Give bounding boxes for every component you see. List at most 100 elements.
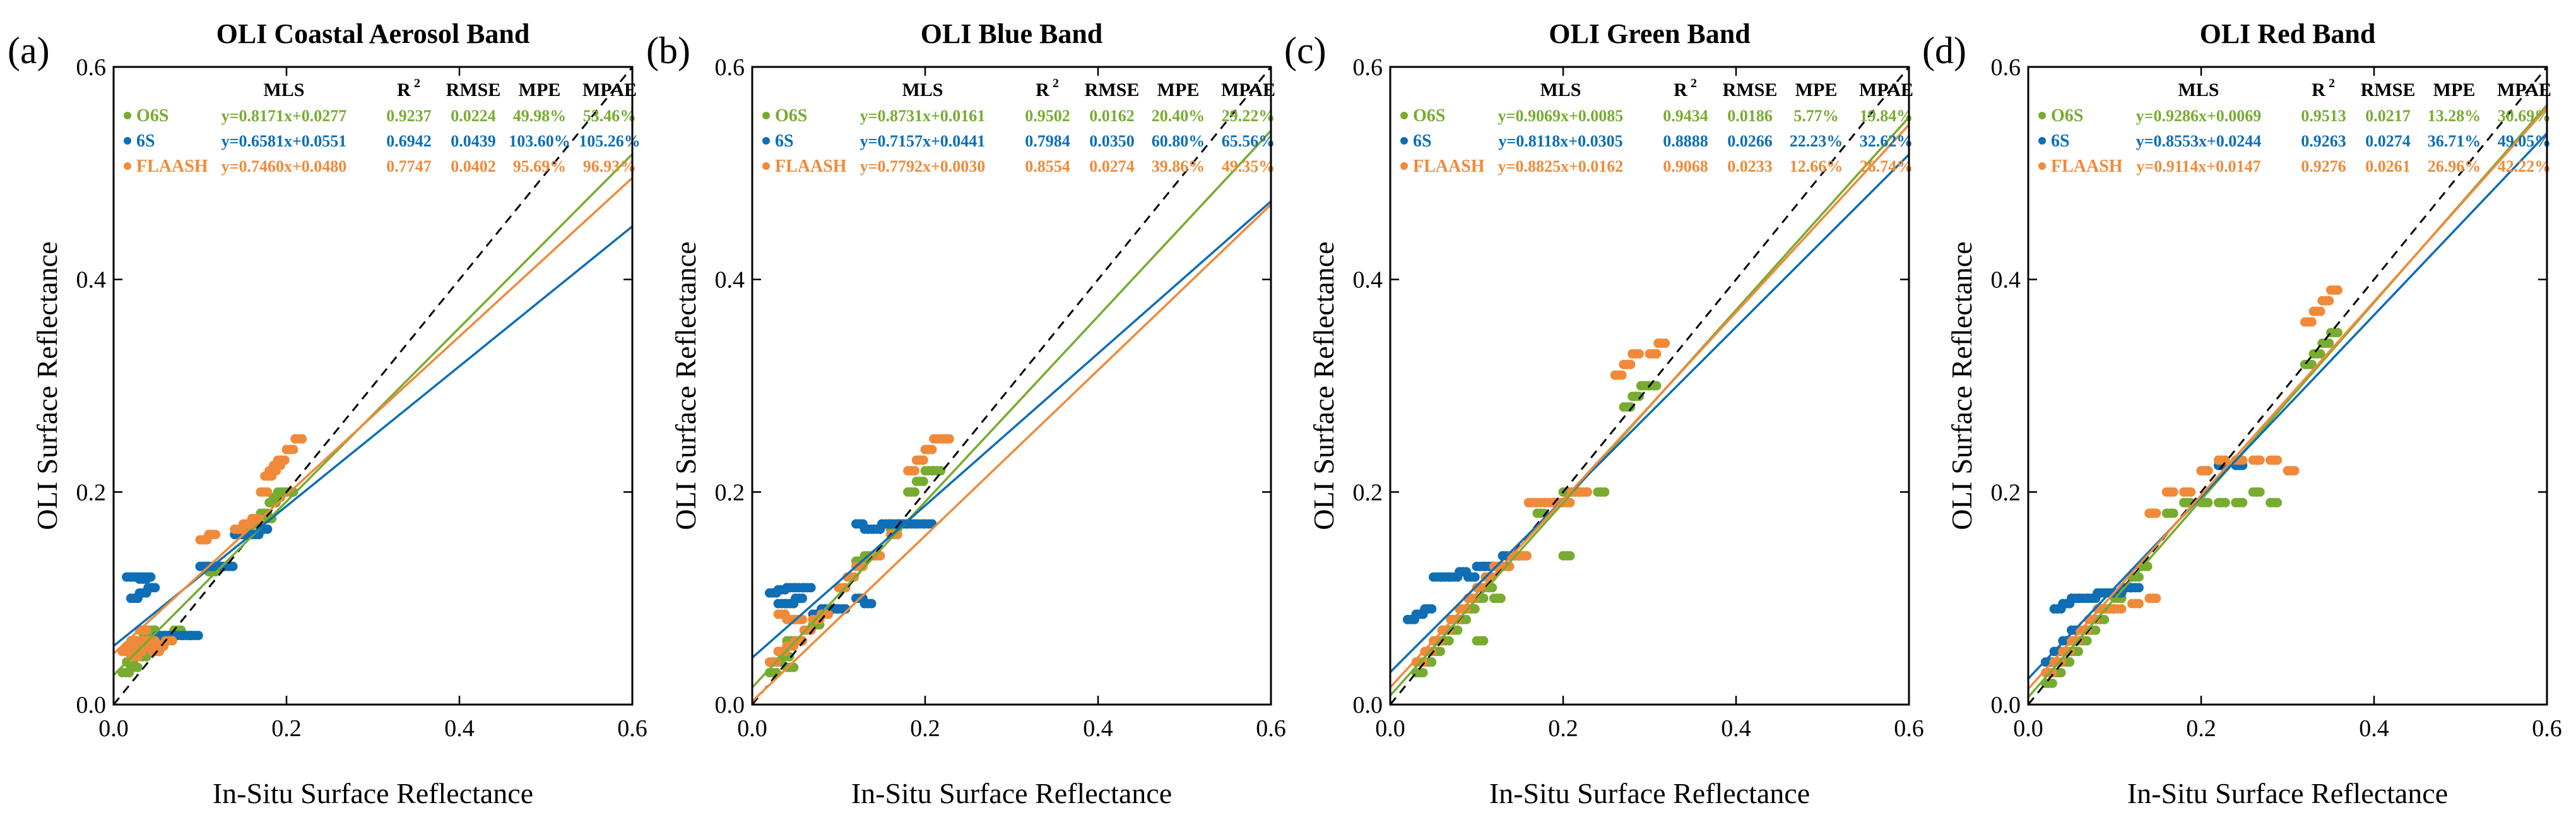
y-tick-label: 0.2 bbox=[76, 479, 107, 506]
data-point bbox=[193, 631, 203, 641]
stats-row-o6s: O6S y=0.9286x+0.0069 0.9513 0.0217 13.28% 30.… bbox=[2038, 106, 2551, 126]
lines-group bbox=[2028, 67, 2547, 705]
stat-mls: y=0.8171x+0.0277 bbox=[222, 107, 347, 125]
stat-r2: 0.8554 bbox=[1025, 157, 1070, 176]
y-tick-label: 0.6 bbox=[1991, 54, 2021, 81]
legend-marker bbox=[1400, 162, 1408, 170]
stat-r2: 0.6942 bbox=[386, 132, 432, 150]
stat-rmse: 0.0261 bbox=[2365, 157, 2411, 176]
lines-group bbox=[1390, 67, 1909, 705]
data-point bbox=[918, 455, 928, 465]
panel-label: (a) bbox=[8, 30, 50, 71]
series-flaash-points bbox=[1411, 338, 1670, 667]
x-tick-label: 0.6 bbox=[1894, 715, 1924, 742]
x-tick-label: 0.0 bbox=[1375, 715, 1405, 742]
stat-mpe: 103.60% bbox=[509, 132, 570, 150]
stats-header-mpae: MPAE bbox=[2497, 80, 2551, 100]
data-point bbox=[2056, 657, 2066, 667]
stat-mpae: 96.93% bbox=[583, 157, 637, 176]
stats-row-6s: 6S y=0.7157x+0.0441 0.7984 0.0350 60.80% 65.5… bbox=[762, 131, 1275, 151]
stat-mpae: 30.69% bbox=[2498, 107, 2551, 125]
y-axis-label: OLI Surface Reflectance bbox=[1946, 241, 1978, 530]
chart-title: OLI Green Band bbox=[1549, 18, 1750, 49]
stat-rmse: 0.0186 bbox=[1727, 107, 1773, 125]
legend-marker bbox=[1400, 112, 1408, 119]
data-point bbox=[1418, 668, 1428, 677]
data-point bbox=[1565, 497, 1575, 508]
stat-mpe: 26.96% bbox=[2428, 157, 2481, 176]
stat-r2: 0.9263 bbox=[2301, 132, 2346, 150]
data-point bbox=[1651, 381, 1662, 391]
data-point bbox=[288, 444, 298, 455]
legend-label: 6S bbox=[136, 131, 155, 151]
stat-mpe: 49.98% bbox=[513, 107, 567, 125]
stats-header-mpe: MPE bbox=[2433, 80, 2476, 100]
data-point bbox=[263, 524, 273, 534]
stats-header-r2-sup: 2 bbox=[1691, 76, 1697, 90]
data-point bbox=[2065, 657, 2075, 667]
stats-header-rmse: RMSE bbox=[446, 80, 501, 100]
x-tick-label: 0.6 bbox=[2532, 715, 2562, 742]
legend-label: O6S bbox=[1413, 106, 1445, 126]
data-point bbox=[2307, 317, 2317, 327]
stats-header-mpae: MPAE bbox=[1221, 80, 1275, 100]
legend-marker bbox=[762, 162, 770, 170]
chart-title: OLI Blue Band bbox=[921, 18, 1103, 49]
panel-label: (c) bbox=[1284, 30, 1326, 71]
data-point bbox=[2047, 668, 2057, 677]
panel-label: (d) bbox=[1922, 30, 1966, 71]
data-point bbox=[797, 614, 807, 624]
data-point bbox=[2238, 455, 2248, 465]
data-point bbox=[1427, 646, 1437, 657]
data-point bbox=[2168, 487, 2178, 497]
stat-mls: y=0.8825x+0.0162 bbox=[1498, 157, 1624, 176]
legend-label: FLAASH bbox=[136, 157, 208, 176]
data-point bbox=[267, 471, 277, 481]
x-axis-label: In-Situ Surface Reflectance bbox=[2127, 777, 2448, 809]
data-point bbox=[2203, 466, 2213, 476]
x-tick-label: 0.0 bbox=[2013, 715, 2043, 742]
data-point bbox=[133, 662, 143, 672]
chart-title: OLI Coastal Aerosol Band bbox=[216, 18, 530, 49]
data-point bbox=[936, 466, 946, 476]
data-point bbox=[1565, 551, 1575, 561]
x-axis-label: In-Situ Surface Reflectance bbox=[1489, 777, 1810, 809]
stat-r2: 0.9502 bbox=[1025, 107, 1070, 125]
stat-r2: 0.9276 bbox=[2301, 157, 2346, 176]
x-tick-label: 0.6 bbox=[1256, 715, 1286, 742]
stats-header-rmse: RMSE bbox=[2361, 80, 2416, 100]
data-point bbox=[2168, 508, 2178, 518]
data-point bbox=[2324, 295, 2334, 306]
x-tick-label: 0.2 bbox=[2186, 715, 2216, 742]
series-flaash-points bbox=[764, 434, 954, 667]
data-point bbox=[1427, 657, 1437, 667]
plot-frame bbox=[751, 66, 1272, 706]
stats-table: MLS R 2 RMSE MPE MPAE O6S y=0.9286x+0.0069 0.951… bbox=[2038, 76, 2551, 176]
stat-mpae: 53.46% bbox=[583, 107, 637, 125]
stat-mls: y=0.9069x+0.0085 bbox=[1498, 107, 1624, 125]
x-axis-label: In-Situ Surface Reflectance bbox=[213, 777, 533, 809]
stats-header-rmse: RMSE bbox=[1723, 80, 1778, 100]
stat-mpe: 39.86% bbox=[1152, 157, 1205, 176]
data-point bbox=[2307, 359, 2317, 369]
x-axis-label: In-Situ Surface Reflectance bbox=[851, 777, 1172, 809]
stat-mpe: 36.71% bbox=[2428, 132, 2481, 150]
data-point bbox=[167, 636, 177, 646]
stats-header-mpae: MPAE bbox=[582, 80, 637, 100]
regression-line-6s bbox=[1390, 153, 1909, 673]
data-point bbox=[1427, 604, 1437, 614]
stat-mls: y=0.7460x+0.0480 bbox=[222, 157, 347, 176]
data-point bbox=[1651, 349, 1662, 359]
data-point bbox=[1418, 657, 1428, 667]
y-tick-label: 0.6 bbox=[76, 54, 107, 81]
legend-marker bbox=[2038, 112, 2046, 119]
data-point bbox=[146, 572, 156, 582]
regression-line-flaash bbox=[752, 203, 1271, 703]
stat-mls: y=0.8118x+0.0305 bbox=[1498, 132, 1622, 150]
x-tick-label: 0.2 bbox=[271, 715, 302, 742]
stats-header-r2-sup: 2 bbox=[1053, 76, 1059, 90]
stat-mpae: 105.26% bbox=[579, 132, 641, 150]
data-point bbox=[2100, 614, 2110, 624]
data-point bbox=[1444, 636, 1454, 646]
stats-row-o6s: O6S y=0.8731x+0.0161 0.9502 0.0162 20.40% 29.… bbox=[762, 106, 1275, 126]
